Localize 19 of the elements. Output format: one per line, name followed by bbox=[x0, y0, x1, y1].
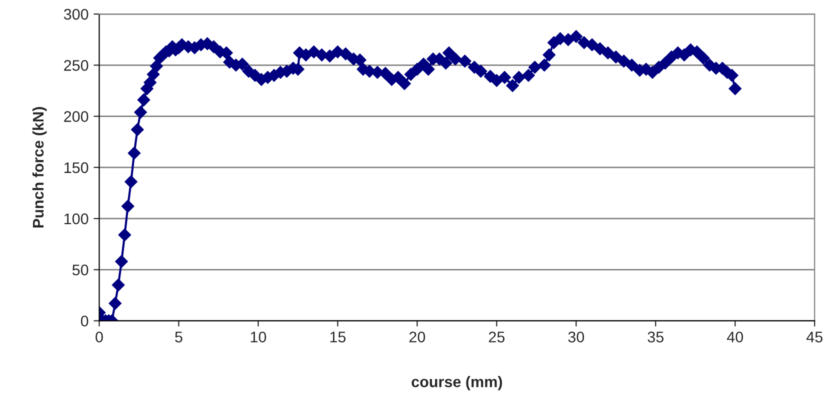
y-tick-label: 100 bbox=[64, 213, 88, 224]
x-tick-label: 15 bbox=[330, 332, 346, 342]
y-tick-label: 300 bbox=[64, 8, 88, 20]
y-tick-label: 250 bbox=[64, 60, 88, 71]
x-tick-label: 25 bbox=[488, 332, 505, 342]
x-tick-label: 45 bbox=[806, 332, 822, 342]
x-axis-title: course (mm) bbox=[412, 376, 502, 390]
x-tick-label: 30 bbox=[568, 332, 584, 342]
y-tick-label: 50 bbox=[72, 264, 88, 276]
x-tick-label: 10 bbox=[250, 332, 266, 342]
x-tick-label: 5 bbox=[175, 332, 182, 342]
y-tick-label: 0 bbox=[80, 316, 88, 326]
x-tick-label: 20 bbox=[409, 332, 426, 342]
x-tick-label: 0 bbox=[96, 332, 103, 342]
y-axis-title: Punch force (kN) bbox=[32, 107, 47, 228]
y-tick-label: 150 bbox=[64, 162, 88, 174]
y-tick-label: 200 bbox=[64, 111, 88, 122]
x-tick-label: 40 bbox=[726, 332, 744, 342]
x-tick-label: 35 bbox=[648, 332, 664, 342]
